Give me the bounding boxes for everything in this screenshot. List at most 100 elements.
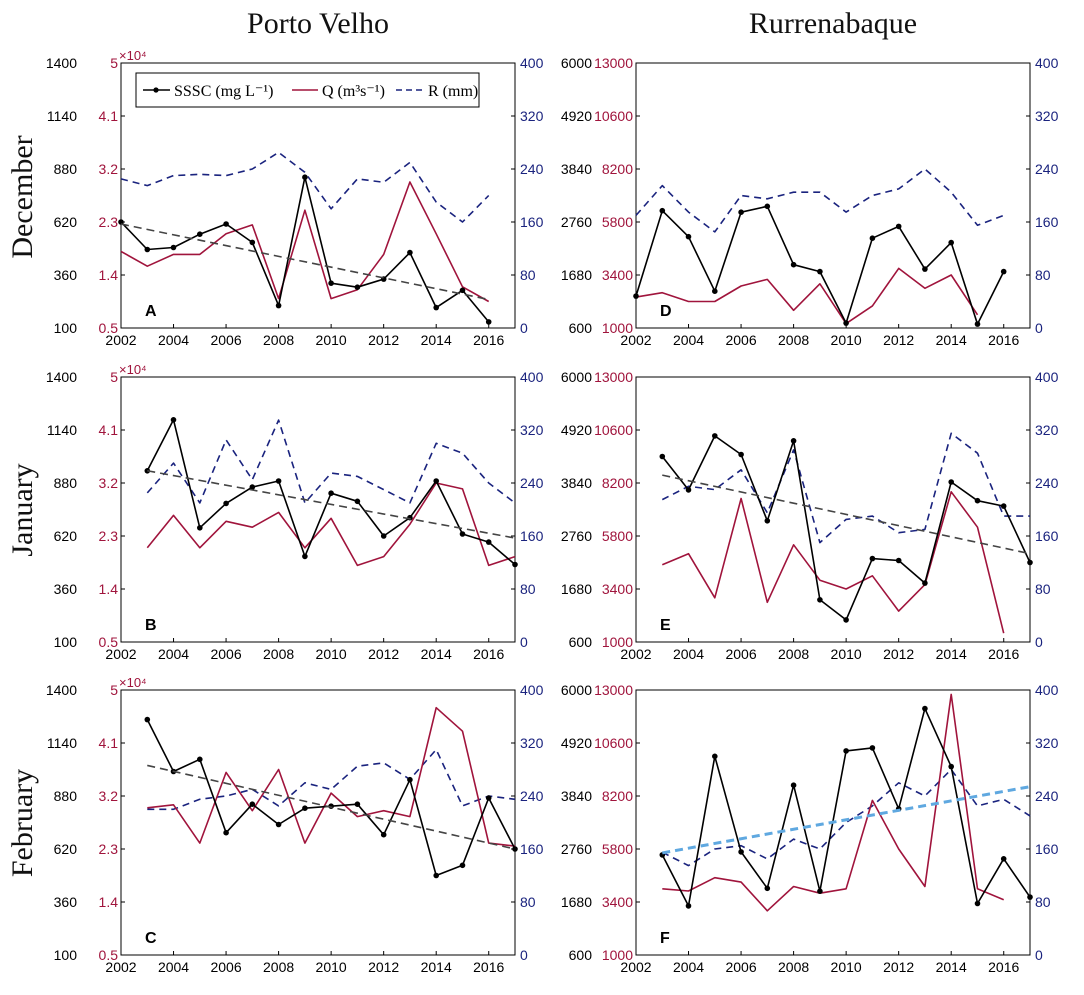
sssc-point: [197, 756, 203, 763]
sssc-point: [659, 207, 666, 214]
series-sssc-line: [661, 707, 1031, 907]
sssc-point: [843, 748, 849, 754]
series-q-line: [147, 706, 516, 847]
x-tick-label: 2016: [988, 332, 1019, 348]
plot-frame: [120, 376, 516, 643]
series-r-line: [661, 432, 1030, 544]
sssc-point: [197, 231, 203, 237]
q-tick-label: 13000: [594, 682, 633, 698]
x-tick-label: 2010: [831, 959, 862, 975]
sssc-point: [459, 531, 466, 537]
x-tick-label: 2004: [158, 646, 189, 662]
sssc-point: [948, 763, 954, 770]
x-tick-label: 2014: [421, 959, 452, 975]
q-tick-label: 1000: [602, 947, 633, 963]
q-tick-label: 2.3: [99, 841, 119, 857]
sssc-point: [712, 433, 718, 439]
right-tick-label: 240: [1035, 788, 1059, 804]
q-tick-label: 8200: [602, 788, 633, 804]
sssc-point: [659, 453, 666, 460]
sssc-point: [302, 174, 308, 180]
row-title-december: December: [6, 135, 39, 258]
x-tick-label: 2012: [368, 646, 399, 662]
series-sssc-line: [661, 435, 1031, 621]
left-tick-label: 1140: [47, 735, 77, 751]
q-tick-label: 13000: [594, 369, 633, 385]
x-tick-label: 2002: [105, 332, 136, 348]
sssc-point: [817, 268, 823, 275]
sssc-point: [433, 872, 440, 879]
x-tick-label: 2016: [473, 959, 504, 975]
right-tick-label: 160: [1035, 841, 1059, 857]
x-tick-label: 2008: [778, 646, 809, 662]
x-tick-label: 2002: [620, 959, 651, 975]
left-tick-label: 880: [54, 161, 78, 177]
q-axis-multiplier: ×10⁴: [119, 675, 147, 690]
right-tick-label: 240: [1035, 475, 1059, 491]
left-tick-label: 4920: [561, 108, 592, 124]
x-tick-label: 2002: [620, 332, 651, 348]
x-tick-label: 2012: [883, 959, 914, 975]
sssc-point: [275, 821, 282, 828]
sssc-point: [223, 829, 229, 836]
q-tick-label: 1000: [602, 320, 633, 336]
right-tick-label: 240: [1035, 161, 1059, 177]
trend-line: [662, 474, 1031, 555]
plot-frame: [635, 62, 1031, 329]
sssc-point: [328, 490, 334, 497]
q-tick-label: 4.1: [99, 735, 119, 751]
x-tick-label: 2008: [778, 959, 809, 975]
right-tick-label: 80: [1035, 267, 1051, 283]
x-tick-label: 2002: [105, 646, 136, 662]
sssc-point: [485, 319, 492, 325]
x-tick-label: 2014: [936, 646, 967, 662]
q-axis-multiplier: ×10⁴: [119, 362, 147, 377]
sssc-point: [869, 745, 876, 751]
x-tick-label: 2012: [883, 332, 914, 348]
q-tick-label: 4.1: [99, 108, 119, 124]
q-tick-label: 5: [110, 369, 118, 385]
left-tick-label: 2760: [561, 841, 592, 857]
right-tick-label: 160: [520, 214, 544, 230]
sssc-point: [712, 288, 718, 295]
sssc-point: [974, 497, 981, 504]
series-q-line: [662, 693, 1005, 912]
series-r-line: [120, 151, 490, 223]
x-tick-label: 2010: [831, 332, 862, 348]
sssc-point: [223, 221, 229, 227]
panel-E: 2002 2004 2006 2008 2010 2012 2014 2016 600 1680 2…: [561, 369, 1059, 662]
x-tick-label: 2006: [725, 959, 756, 975]
sssc-point: [1027, 559, 1033, 566]
sssc-point: [380, 831, 387, 838]
sssc-point: [922, 266, 928, 272]
left-tick-label: 3840: [561, 161, 592, 177]
panel-letter: D: [660, 303, 672, 320]
left-tick-label: 360: [54, 894, 78, 910]
right-tick-label: 400: [1035, 55, 1059, 71]
sssc-point: [249, 484, 256, 490]
sssc-point: [764, 203, 771, 210]
sssc-point: [1000, 503, 1007, 509]
left-tick-label: 1680: [561, 581, 592, 597]
q-tick-label: 8200: [602, 161, 633, 177]
plot-frame: [120, 62, 516, 329]
left-tick-label: 100: [54, 947, 78, 963]
x-tick-label: 2006: [725, 332, 756, 348]
series-r-line: [661, 768, 1031, 867]
q-tick-label: 5: [110, 682, 118, 698]
left-tick-label: 4920: [561, 422, 592, 438]
right-tick-label: 80: [520, 894, 536, 910]
row-title-february: February: [6, 769, 39, 877]
sssc-point: [790, 438, 797, 444]
panel-D: 2002 2004 2006 2008 2010 2012 2014 2016 600 1680 2…: [561, 55, 1059, 348]
right-tick-label: 320: [520, 735, 544, 751]
sssc-point: [922, 580, 928, 586]
sssc-point: [790, 782, 797, 788]
sssc-point: [485, 795, 492, 801]
right-tick-label: 320: [520, 422, 544, 438]
sssc-point: [249, 239, 256, 246]
right-tick-label: 400: [520, 55, 544, 71]
x-tick-label: 2010: [316, 646, 347, 662]
q-tick-label: 3400: [602, 581, 633, 597]
